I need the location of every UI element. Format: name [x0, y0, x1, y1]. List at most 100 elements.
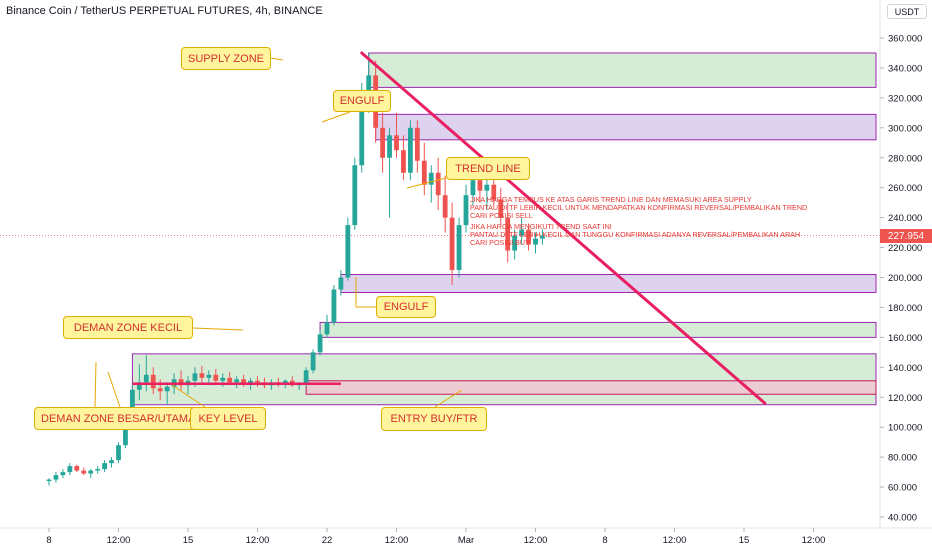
candle-body: [178, 379, 184, 386]
candle-body: [303, 370, 309, 384]
y-tick-label: 240.000: [888, 213, 922, 224]
candle-body: [512, 235, 518, 251]
candle-body: [414, 127, 420, 161]
callout-demand-small: DEMAN ZONE KECIL: [63, 316, 193, 339]
candle-body: [401, 150, 406, 173]
callout-leader: [107, 371, 121, 408]
candle-body: [387, 135, 392, 158]
callout-leader: [192, 327, 244, 331]
candle-body: [81, 470, 87, 474]
callout-leader: [321, 111, 351, 123]
zone-engulf_zone_bottom: [340, 274, 877, 293]
x-tick-label: 12:00: [524, 535, 548, 546]
candle-body: [241, 379, 246, 384]
overlays: [132, 51, 767, 405]
candle-body: [331, 289, 337, 323]
candle-body: [220, 377, 226, 381]
x-tick-label: 12:00: [107, 535, 131, 546]
candle-body: [53, 475, 59, 480]
candle-body: [408, 127, 413, 173]
y-tick-label: 80.000: [888, 453, 917, 464]
callout-leader: [406, 177, 447, 189]
candle-body: [150, 374, 156, 389]
y-tick-label: 340.000: [888, 63, 922, 74]
candle-body: [533, 238, 538, 245]
candle-body: [380, 127, 385, 158]
candle-body: [310, 352, 316, 371]
note-sell: JIKA HARGA TEMBUS KE ATAS GARIS TREND LI…: [470, 195, 808, 221]
candle-body: [130, 389, 135, 425]
x-tick-label: 22: [322, 535, 333, 546]
x-tick-label: 8: [602, 535, 607, 546]
candle-body: [95, 469, 101, 471]
candle-body: [248, 380, 253, 384]
y-tick-label: 60.000: [888, 483, 917, 494]
candle-body: [519, 229, 524, 236]
x-tick-label: 8: [46, 535, 51, 546]
x-tick-label: 15: [183, 535, 194, 546]
candle-body: [88, 470, 94, 474]
trend-line: [360, 51, 767, 405]
candle-body: [109, 460, 114, 464]
y-tick-label: 160.000: [888, 333, 922, 344]
candle-body: [213, 374, 219, 381]
y-tick-label: 360.000: [888, 34, 922, 45]
note-buy: JIKA HARGA MENGIKUTI TREND SAAT INI PANT…: [470, 222, 801, 248]
y-tick-label: 40.000: [888, 513, 917, 524]
callout-leaders: [94, 57, 463, 408]
candle-body: [46, 479, 52, 482]
y-tick-label: 260.000: [888, 183, 922, 194]
y-tick-label: 220.000: [888, 243, 922, 254]
candle-body: [526, 229, 531, 245]
zone-demand_zone_big: [131, 353, 877, 406]
candle-body: [505, 217, 511, 251]
candle-body: [234, 379, 240, 383]
callout-trend-line: TREND LINE: [446, 157, 530, 180]
zone-supply_zone: [368, 52, 877, 88]
candle-body: [157, 388, 163, 392]
callout-leader: [434, 389, 463, 408]
candle-body: [435, 172, 441, 196]
y-tick-label: 300.000: [888, 123, 922, 134]
zone-entry_zone: [305, 380, 877, 395]
callout-demand-big: DEMAN ZONE BESAR/UTAMA: [34, 407, 210, 430]
callout-leader: [270, 57, 284, 61]
candle-body: [164, 386, 170, 392]
candle-body: [540, 235, 545, 239]
candle-body: [359, 97, 365, 166]
candle-body: [123, 424, 128, 446]
currency-selector[interactable]: USDT: [887, 4, 927, 19]
candle-body: [491, 184, 497, 200]
x-tick-label: 12:00: [246, 535, 270, 546]
candle-body: [449, 217, 455, 271]
y-tick-label: 100.000: [888, 423, 922, 434]
candle-body: [421, 160, 427, 185]
current-price-tag: 227.954: [880, 229, 932, 243]
callout-leader: [94, 361, 97, 408]
candle-body: [352, 165, 358, 226]
candle-body: [456, 225, 462, 271]
callout-supply-zone: SUPPLY ZONE: [181, 47, 271, 70]
candle-body: [366, 75, 372, 98]
x-tick-label: 12:00: [385, 535, 409, 546]
x-tick-label: 12:00: [802, 535, 826, 546]
x-tick-label: 12:00: [663, 535, 687, 546]
callout-engulf-bottom: ENGULF: [376, 296, 436, 318]
candle-body: [74, 466, 80, 471]
chart-title: Binance Coin / TetherUS PERPETUAL FUTURE…: [6, 5, 323, 17]
x-tick-label: 15: [739, 535, 750, 546]
callout-key-level: KEY LEVEL: [190, 407, 266, 430]
x-tick-label: Mar: [458, 535, 474, 546]
y-tick-label: 120.000: [888, 393, 922, 404]
candle-body: [324, 322, 330, 335]
candle-body: [317, 334, 323, 353]
y-tick-label: 280.000: [888, 153, 922, 164]
candle-body: [67, 466, 73, 473]
candle-body: [428, 172, 434, 185]
candle-body: [255, 380, 260, 383]
candle-body: [338, 277, 344, 290]
candle-body: [116, 445, 121, 461]
y-axis: 360.000 340.000 320.000 300.000 280.000 260.0…: [880, 34, 922, 524]
candle-body: [463, 195, 469, 226]
